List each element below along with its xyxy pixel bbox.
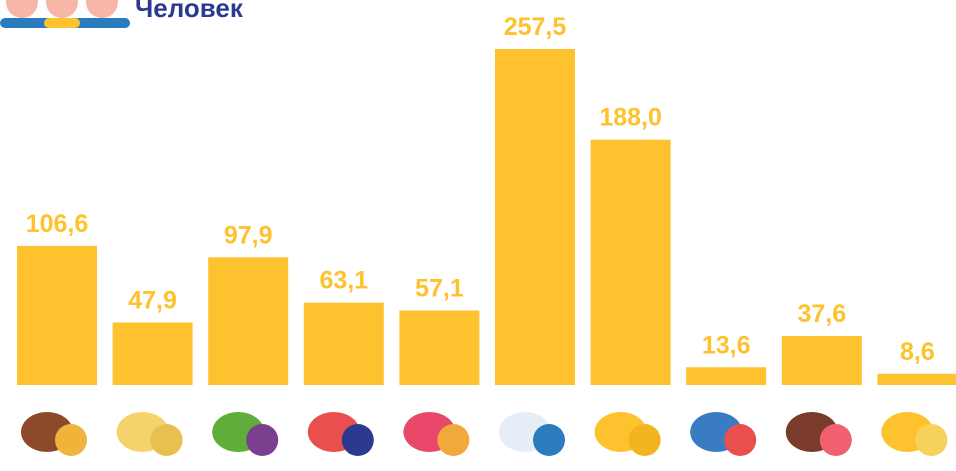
category-icon bbox=[116, 412, 183, 456]
value-label: 97,9 bbox=[224, 221, 273, 249]
value-label: 57,1 bbox=[415, 274, 464, 302]
bar bbox=[112, 322, 193, 385]
bar bbox=[781, 335, 862, 385]
category-icon bbox=[212, 412, 279, 456]
bar bbox=[17, 245, 97, 385]
category-icon bbox=[403, 412, 470, 456]
bar bbox=[495, 49, 575, 385]
value-label: 257,5 bbox=[504, 13, 567, 41]
category-icon bbox=[21, 412, 87, 456]
value-label: 188,0 bbox=[599, 104, 662, 132]
value-label: 106,6 bbox=[26, 210, 89, 238]
value-label: 8,6 bbox=[900, 338, 935, 366]
bar bbox=[303, 302, 384, 385]
people-icon bbox=[0, 0, 130, 28]
bar bbox=[208, 257, 289, 385]
bar bbox=[399, 310, 480, 385]
category-icon bbox=[307, 412, 374, 456]
icon-shape bbox=[915, 424, 948, 456]
chart-title: Человек bbox=[135, 0, 244, 23]
icon-shape bbox=[724, 424, 757, 456]
bar bbox=[590, 139, 671, 385]
icon-shape bbox=[628, 424, 661, 456]
icon-shape bbox=[55, 424, 87, 456]
icon-shape bbox=[533, 424, 565, 456]
value-label: 47,9 bbox=[128, 286, 177, 314]
category-icon bbox=[785, 412, 852, 456]
icon-shape bbox=[437, 424, 470, 456]
category-icon bbox=[499, 412, 565, 456]
icon-shape bbox=[150, 424, 183, 456]
category-icon bbox=[690, 412, 757, 456]
category-icon bbox=[594, 412, 661, 456]
value-label: 37,6 bbox=[797, 300, 846, 328]
bar bbox=[686, 367, 767, 385]
icon-shape bbox=[819, 424, 852, 456]
bar bbox=[877, 373, 956, 385]
icon-shape bbox=[246, 424, 279, 456]
value-label: 13,6 bbox=[702, 331, 751, 359]
icon-shape bbox=[341, 424, 374, 456]
value-label: 63,1 bbox=[319, 267, 368, 295]
category-icon bbox=[881, 412, 948, 456]
